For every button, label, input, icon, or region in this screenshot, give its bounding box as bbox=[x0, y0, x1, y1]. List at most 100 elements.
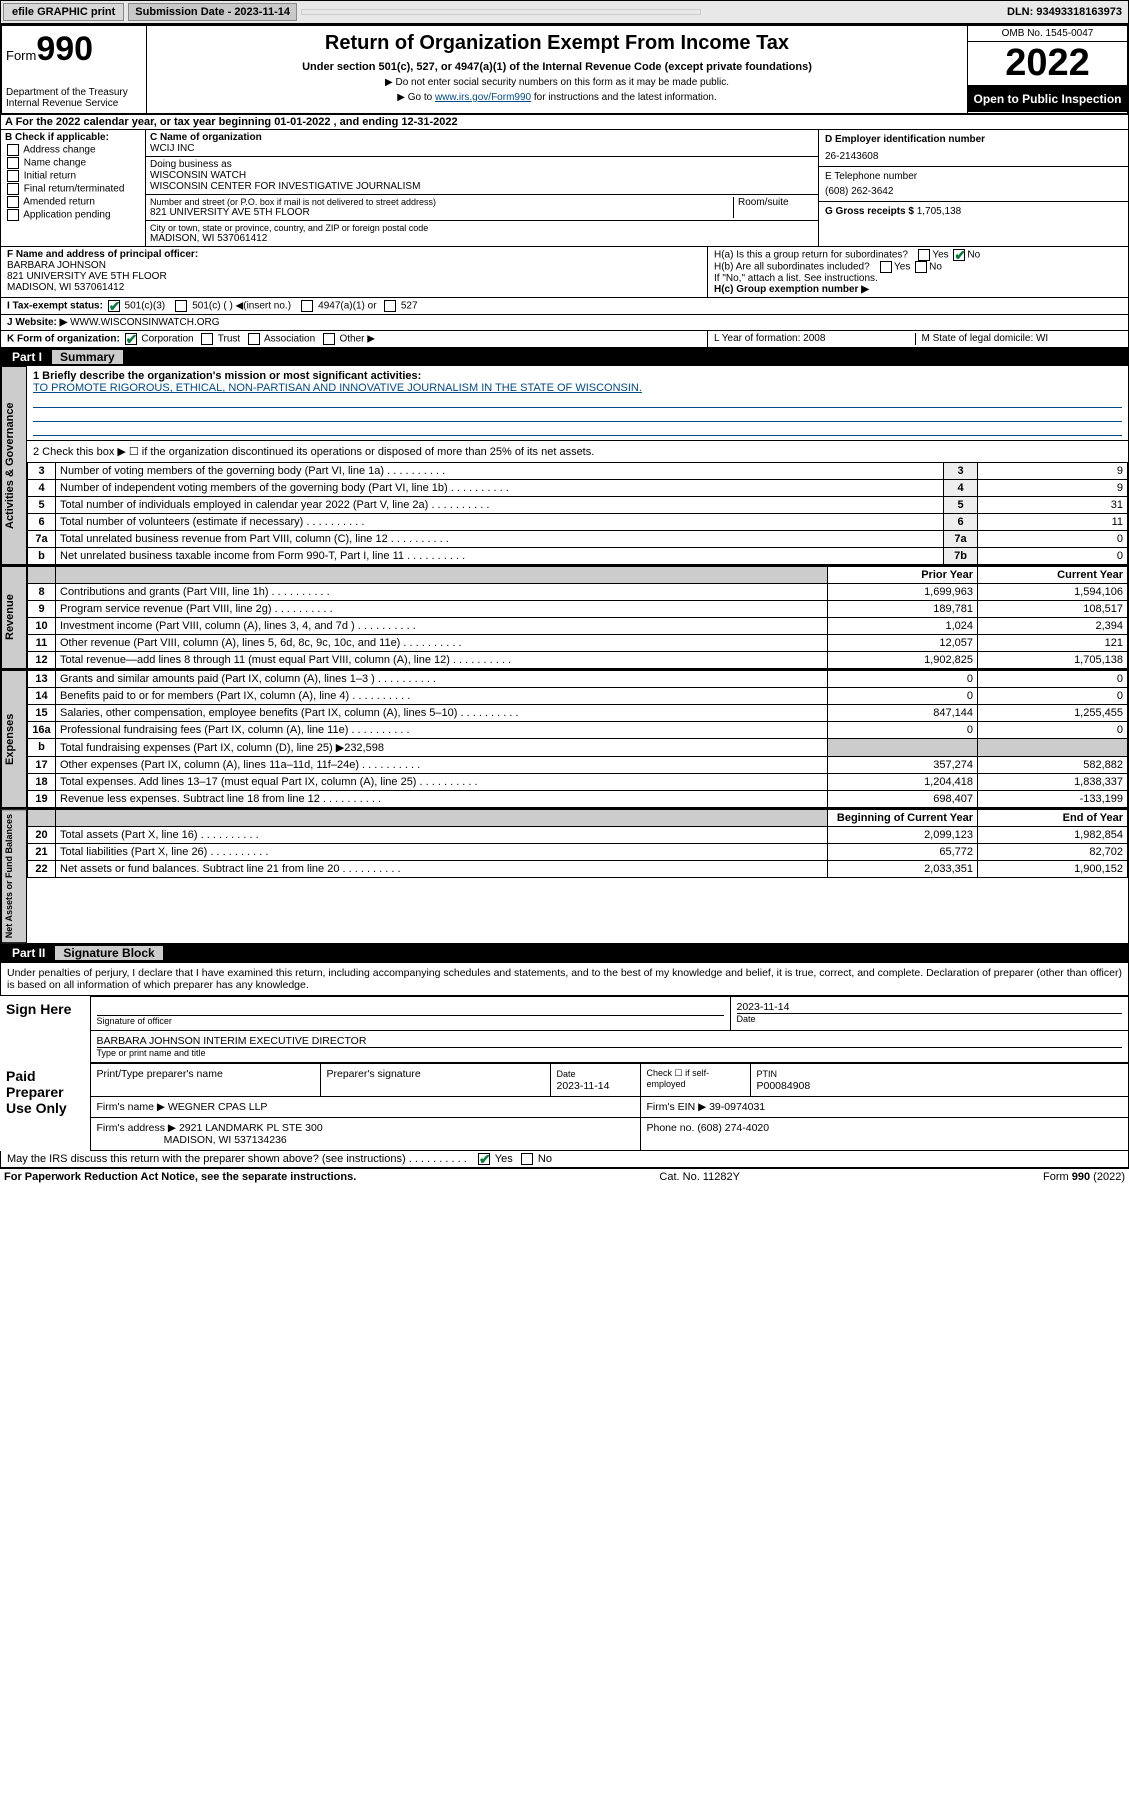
efile-print-button[interactable]: efile GRAPHIC print bbox=[3, 3, 124, 21]
open-to-public: Open to Public Inspection bbox=[968, 86, 1127, 112]
row-j: J Website: ▶ WWW.WISCONSINWATCH.ORG bbox=[0, 315, 1129, 331]
part1-header: Part I Summary bbox=[0, 348, 1129, 366]
net-begin: Beginning of Current Year bbox=[828, 810, 978, 827]
firm-addr1: 2921 LANDMARK PL STE 300 bbox=[179, 1122, 323, 1134]
hb-note: If "No," attach a list. See instructions… bbox=[714, 273, 1122, 284]
sig-declaration: Under penalties of perjury, I declare th… bbox=[0, 962, 1129, 996]
chk-trust[interactable] bbox=[201, 333, 213, 345]
topbar: efile GRAPHIC print Submission Date - 20… bbox=[0, 0, 1129, 24]
form-note2: ▶ Go to www.irs.gov/Form990 for instruct… bbox=[151, 92, 963, 103]
line2: 2 Check this box ▶ ☐ if the organization… bbox=[27, 441, 1128, 462]
firm-phone: (608) 274-4020 bbox=[697, 1122, 769, 1134]
opt-4947: 4947(a)(1) or bbox=[318, 301, 376, 312]
firm-name-label: Firm's name ▶ bbox=[97, 1101, 165, 1113]
table-row: bNet unrelated business taxable income f… bbox=[28, 548, 1128, 565]
table-row: 20Total assets (Part X, line 16)2,099,12… bbox=[28, 827, 1128, 844]
chk-address-change[interactable]: Address change bbox=[5, 144, 141, 156]
sign-here-label: Sign Here bbox=[0, 997, 90, 1063]
table-row: 11Other revenue (Part VIII, column (A), … bbox=[28, 635, 1128, 652]
ein-row: D Employer identification number 26-2143… bbox=[819, 130, 1128, 167]
city: MADISON, WI 537061412 bbox=[150, 233, 814, 244]
governance-table: 3Number of voting members of the governi… bbox=[27, 462, 1128, 565]
column-d: D Employer identification number 26-2143… bbox=[818, 130, 1128, 246]
firm-name: WEGNER CPAS LLP bbox=[168, 1101, 268, 1113]
chk-initial-return[interactable]: Initial return bbox=[5, 170, 141, 182]
chk-final-return[interactable]: Final return/terminated bbox=[5, 183, 141, 195]
table-row: 14Benefits paid to or for members (Part … bbox=[28, 688, 1128, 705]
row-f-h: F Name and address of principal officer:… bbox=[0, 247, 1129, 298]
part1-title: Summary bbox=[52, 350, 123, 364]
form-header-right: OMB No. 1545-0047 2022 Open to Public In… bbox=[967, 26, 1127, 113]
section-a: A For the 2022 calendar year, or tax yea… bbox=[0, 115, 1129, 130]
rev-prior-year: Prior Year bbox=[828, 567, 978, 584]
chk-application-pending[interactable]: Application pending bbox=[5, 209, 141, 221]
dln: DLN: 93493318163973 bbox=[1001, 4, 1128, 20]
side-netassets: Net Assets or Fund Balances bbox=[1, 809, 27, 943]
chk-527[interactable] bbox=[384, 300, 396, 312]
discuss-row: May the IRS discuss this return with the… bbox=[0, 1151, 1129, 1168]
footer: For Paperwork Reduction Act Notice, see … bbox=[0, 1168, 1129, 1185]
chk-501c3[interactable] bbox=[108, 300, 120, 312]
part2-num: Part II bbox=[6, 946, 51, 960]
chk-other[interactable] bbox=[323, 333, 335, 345]
submission-date: Submission Date - 2023-11-14 bbox=[128, 3, 297, 21]
table-row: 13Grants and similar amounts paid (Part … bbox=[28, 671, 1128, 688]
side-governance: Activities & Governance bbox=[1, 366, 27, 565]
opt-501c: 501(c) ( ) ◀(insert no.) bbox=[192, 301, 291, 312]
org-name: WCIJ INC bbox=[150, 143, 814, 154]
paid-ptin: P00084908 bbox=[757, 1080, 811, 1092]
row-j-label: J Website: ▶ bbox=[7, 317, 67, 328]
row-i-label: I Tax-exempt status: bbox=[7, 301, 103, 312]
chk-501c[interactable] bbox=[175, 300, 187, 312]
form-note1: ▶ Do not enter social security numbers o… bbox=[151, 77, 963, 88]
column-b: B Check if applicable: Address change Na… bbox=[1, 130, 146, 246]
table-row: 17Other expenses (Part IX, column (A), l… bbox=[28, 757, 1128, 774]
sig-date-label: Date bbox=[737, 1013, 1123, 1024]
paid-h2: Preparer's signature bbox=[320, 1064, 550, 1097]
chk-name-change[interactable]: Name change bbox=[5, 157, 141, 169]
dba-label: Doing business as bbox=[150, 159, 814, 170]
netassets-table: Beginning of Current YearEnd of Year 20T… bbox=[27, 809, 1128, 878]
paid-label: Paid Preparer Use Only bbox=[0, 1064, 90, 1151]
form-990: 990 bbox=[36, 30, 93, 68]
table-row: 12Total revenue—add lines 8 through 11 (… bbox=[28, 652, 1128, 669]
table-row: 4Number of independent voting members of… bbox=[28, 480, 1128, 497]
opt-501c3: 501(c)(3) bbox=[125, 301, 166, 312]
side-revenue: Revenue bbox=[1, 566, 27, 669]
sig-name: BARBARA JOHNSON INTERIM EXECUTIVE DIRECT… bbox=[97, 1035, 1123, 1047]
table-row: bTotal fundraising expenses (Part IX, co… bbox=[28, 739, 1128, 757]
paid-h5-label: PTIN bbox=[757, 1069, 778, 1079]
block-bcd: B Check if applicable: Address change Na… bbox=[0, 130, 1129, 247]
department: Department of the Treasury Internal Reve… bbox=[6, 87, 142, 109]
sig-name-label: Type or print name and title bbox=[97, 1047, 1123, 1058]
chk-discuss-no[interactable] bbox=[521, 1153, 533, 1165]
hc: H(c) Group exemption number ▶ bbox=[714, 284, 1122, 295]
table-row: 8Contributions and grants (Part VIII, li… bbox=[28, 584, 1128, 601]
firm-ein-label: Firm's EIN ▶ bbox=[647, 1101, 707, 1113]
form-header-mid: Return of Organization Exempt From Incom… bbox=[147, 26, 967, 113]
state-domicile: M State of legal domicile: WI bbox=[916, 333, 1123, 345]
note2-pre: ▶ Go to bbox=[397, 92, 435, 103]
firm-phone-label: Phone no. bbox=[647, 1122, 695, 1134]
table-row: 18Total expenses. Add lines 13–17 (must … bbox=[28, 774, 1128, 791]
dba1: WISCONSIN WATCH bbox=[150, 170, 814, 181]
sig-officer-label: Signature of officer bbox=[97, 1015, 724, 1026]
officer-name: BARBARA JOHNSON bbox=[7, 260, 701, 271]
chk-discuss-yes[interactable] bbox=[478, 1153, 490, 1165]
chk-assoc[interactable] bbox=[248, 333, 260, 345]
opt-527: 527 bbox=[401, 301, 418, 312]
room-label: Room/suite bbox=[734, 197, 814, 218]
gross-label: G Gross receipts $ bbox=[825, 206, 917, 217]
row-k-label: K Form of organization: bbox=[7, 334, 120, 345]
footer-left: For Paperwork Reduction Act Notice, see … bbox=[4, 1171, 356, 1183]
addr-row: Number and street (or P.O. box if mail i… bbox=[146, 195, 818, 221]
note2-post: for instructions and the latest informat… bbox=[531, 92, 717, 103]
firm-addr2: MADISON, WI 537134236 bbox=[164, 1134, 287, 1146]
chk-4947[interactable] bbox=[301, 300, 313, 312]
row-h: H(a) Is this a group return for subordin… bbox=[708, 247, 1128, 297]
spacer bbox=[301, 9, 701, 15]
chk-amended-return[interactable]: Amended return bbox=[5, 196, 141, 208]
chk-corp[interactable] bbox=[125, 333, 137, 345]
irs-link[interactable]: www.irs.gov/Form990 bbox=[435, 92, 531, 103]
paid-h1: Print/Type preparer's name bbox=[90, 1064, 320, 1097]
